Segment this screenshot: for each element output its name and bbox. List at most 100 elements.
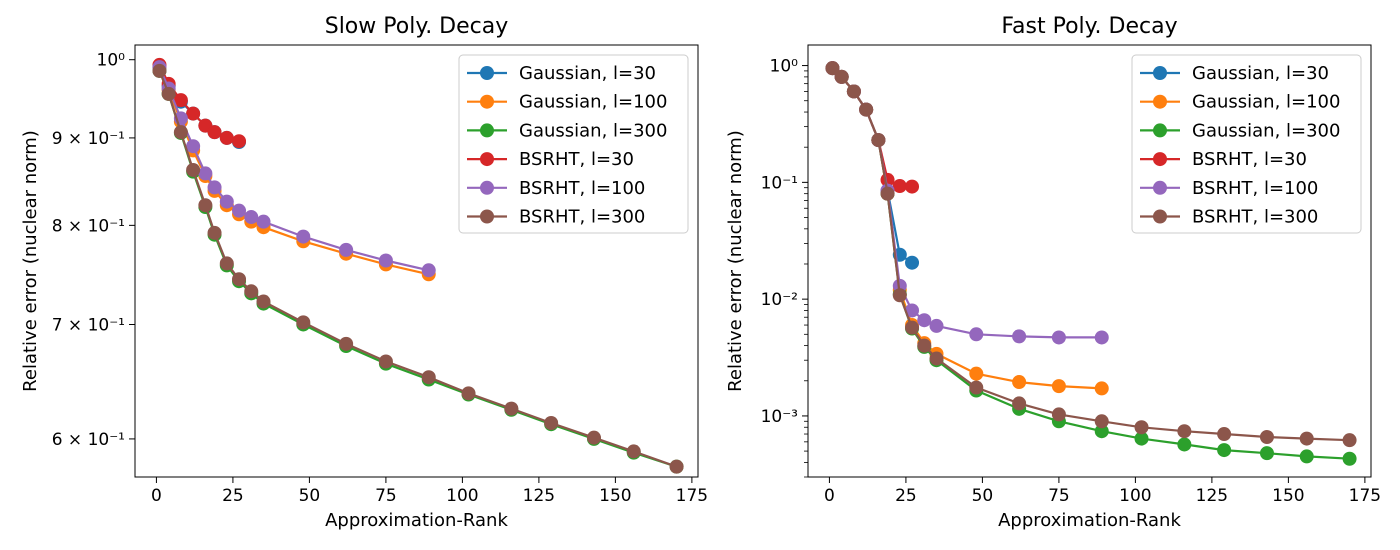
y-tick-label: 10⁰ <box>770 57 799 77</box>
data-point <box>207 225 222 240</box>
data-point <box>173 93 188 108</box>
x-tick-label: 0 <box>824 486 835 506</box>
y-tick-label: 6 × 10⁻¹ <box>52 430 125 450</box>
chart-title: Slow Poly. Decay <box>325 14 509 39</box>
data-point <box>1177 437 1192 452</box>
legend-box <box>1131 54 1362 234</box>
data-point <box>198 166 213 181</box>
series-1-5 <box>825 61 1357 448</box>
data-point <box>871 133 886 148</box>
data-point <box>296 315 311 330</box>
data-point <box>186 162 201 177</box>
data-point <box>504 401 519 416</box>
data-point <box>1299 449 1314 464</box>
x-tick-label: 100 <box>446 486 478 506</box>
data-point <box>244 284 259 299</box>
chart-panel-1: 0 25 50 75 100 125 150 175 10⁰ 10⁻¹ 10⁻² 10⁻³ Fast P… <box>725 14 1381 531</box>
data-point <box>232 134 247 149</box>
legend-marker <box>480 94 494 109</box>
legend: Gaussian, l=30 Gaussian, l=100 Gaussian, l… <box>1131 54 1362 234</box>
data-point <box>198 198 213 213</box>
data-point <box>917 338 932 353</box>
data-point <box>834 69 849 84</box>
y-tick-label: 10⁰ <box>97 51 126 71</box>
data-point <box>207 125 222 140</box>
data-point <box>1217 427 1232 442</box>
y-tick-label: 7 × 10⁻¹ <box>52 315 125 335</box>
data-point <box>917 313 932 328</box>
data-point <box>152 63 167 78</box>
x-tick-label: 75 <box>375 486 397 506</box>
legend-box <box>458 54 689 234</box>
legend-label: BSRHT, l=100 <box>519 178 645 199</box>
x-tick-label: 25 <box>222 486 244 506</box>
data-point <box>969 380 984 395</box>
data-point <box>669 459 684 474</box>
data-point <box>186 139 201 154</box>
y-tick-label: 10⁻¹ <box>761 173 798 193</box>
data-point <box>256 214 271 229</box>
legend: Gaussian, l=30 Gaussian, l=100 Gaussian, l… <box>458 54 689 234</box>
y-tick-label: 9 × 10⁻¹ <box>52 129 125 149</box>
data-point <box>161 86 176 101</box>
legend-label: BSRHT, l=300 <box>519 207 645 228</box>
x-axis-label: Approximation-Rank <box>998 510 1181 531</box>
chart-panel-0: 0 25 50 75 100 125 150 175 10⁰ 9 × 10⁻¹ 8 × 10⁻¹ 7 … <box>20 14 708 531</box>
series-0-5 <box>152 63 684 474</box>
data-point <box>892 179 907 194</box>
data-point <box>905 303 920 318</box>
legend-label: BSRHT, l=30 <box>1192 149 1307 170</box>
x-tick-label: 150 <box>599 486 631 506</box>
data-point <box>1342 433 1357 448</box>
data-point <box>1342 451 1357 466</box>
data-point <box>1299 431 1314 446</box>
data-point <box>186 106 201 121</box>
x-tick-label: 175 <box>1349 486 1381 506</box>
data-point <box>1259 446 1274 461</box>
data-point <box>544 416 559 431</box>
x-tick-label: 150 <box>1272 486 1304 506</box>
data-point <box>339 336 354 351</box>
legend-marker <box>1153 66 1167 80</box>
legend-marker <box>1153 152 1167 167</box>
data-point <box>296 229 311 244</box>
legend-marker <box>1153 180 1167 195</box>
y-tick-label: 10⁻³ <box>761 407 798 427</box>
data-point <box>1094 381 1109 396</box>
legend-marker <box>1153 209 1167 224</box>
data-point <box>1094 424 1109 439</box>
x-tick-label: 75 <box>1048 486 1070 506</box>
data-point <box>219 194 234 209</box>
data-point <box>905 320 920 335</box>
x-tick-label: 0 <box>151 486 162 506</box>
legend-marker <box>480 209 494 224</box>
legend-label: BSRHT, l=30 <box>519 149 634 170</box>
data-point <box>421 263 436 278</box>
data-point <box>905 255 920 270</box>
data-point <box>846 84 861 99</box>
legend-marker <box>480 66 494 80</box>
data-point <box>1051 407 1066 422</box>
plot-frame <box>807 44 1372 478</box>
data-point <box>244 210 259 225</box>
data-point <box>378 354 393 369</box>
data-point <box>1134 431 1149 446</box>
data-point <box>929 351 944 366</box>
data-point <box>219 130 234 145</box>
data-point <box>1051 379 1066 394</box>
data-point <box>969 327 984 342</box>
data-point <box>207 180 222 195</box>
y-tick-label: 10⁻² <box>761 290 798 310</box>
x-tick-label: 50 <box>299 486 321 506</box>
legend-label: BSRHT, l=100 <box>1192 178 1318 199</box>
y-axis-label: Relative error (nuclear norm) <box>20 130 41 392</box>
data-point <box>421 370 436 385</box>
legend-label: Gaussian, l=300 <box>1192 120 1340 141</box>
x-tick-label: 50 <box>972 486 994 506</box>
y-tick-label: 8 × 10⁻¹ <box>52 216 125 236</box>
x-tick-label: 100 <box>1119 486 1151 506</box>
data-point <box>232 272 247 287</box>
legend-marker <box>480 180 494 195</box>
data-point <box>173 125 188 140</box>
data-point <box>1259 430 1274 445</box>
